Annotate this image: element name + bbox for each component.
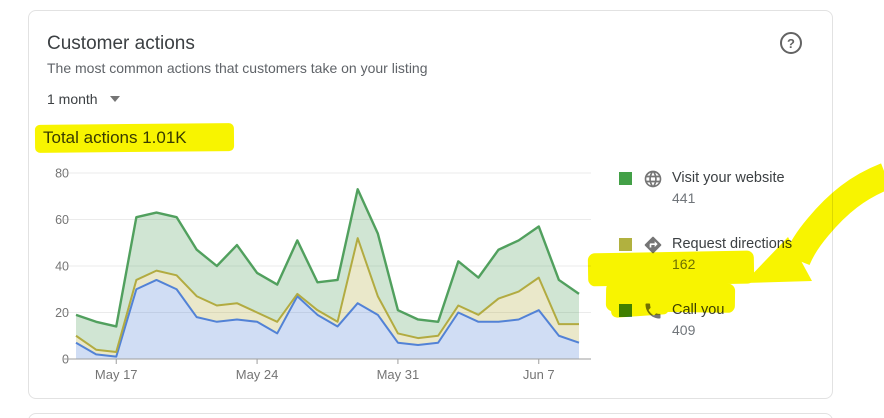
legend-chip-directions [619, 238, 632, 251]
period-selector-value: 1 month [47, 91, 98, 107]
help-icon: ? [787, 35, 795, 51]
period-selector[interactable]: 1 month [47, 91, 120, 107]
legend-label: Visit your website [672, 170, 785, 186]
x-axis-label: May 24 [236, 367, 279, 382]
y-axis-label: 20 [55, 306, 69, 320]
y-axis-label: 60 [55, 213, 69, 227]
y-axis-label: 80 [55, 167, 69, 181]
x-axis-label: Jun 7 [523, 367, 555, 382]
line-0 [75, 278, 580, 358]
total-actions-label: Total actions 1.01K [43, 128, 187, 147]
legend-item-request-directions: Request directions 162 [619, 235, 831, 274]
legend-count: 162 [672, 256, 696, 272]
chevron-down-icon [109, 96, 120, 102]
legend-item-call-you: Call you 409 [619, 301, 831, 340]
legend-count: 441 [672, 190, 696, 206]
directions-icon [644, 236, 662, 254]
legend-chip-call [619, 304, 632, 317]
area-0 [76, 279, 579, 359]
x-axis-label: May 31 [377, 367, 420, 382]
customer-actions-card: Customer actions The most common actions… [28, 10, 833, 399]
phone-icon [645, 303, 661, 319]
y-axis-label: 40 [55, 260, 69, 274]
x-axis-label: May 17 [95, 367, 138, 382]
line-2 [75, 188, 580, 328]
legend-item-visit-website: Visit your website 441 [619, 169, 831, 208]
legend-label: Request directions [672, 236, 793, 252]
page-title: Customer actions [47, 33, 195, 54]
legend-count: 409 [672, 322, 696, 338]
help-button[interactable]: ? [780, 32, 802, 54]
page-subtitle: The most common actions that customers t… [47, 60, 428, 76]
legend-chip-website [619, 172, 632, 185]
next-card-edge [28, 413, 833, 418]
globe-icon [644, 170, 662, 188]
line-1 [75, 237, 579, 354]
legend-label: Call you [672, 302, 725, 318]
chart-legend: Visit your website 441 Request direction… [619, 169, 831, 367]
